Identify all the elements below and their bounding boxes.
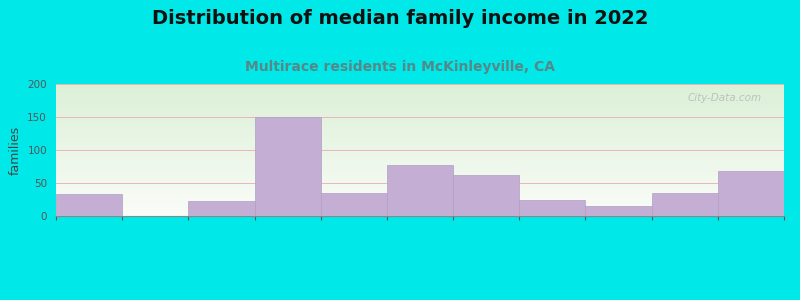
Text: Multirace residents in McKinleyville, CA: Multirace residents in McKinleyville, CA <box>245 60 555 74</box>
Bar <box>188 202 254 216</box>
Bar <box>321 193 387 216</box>
Bar <box>586 206 652 216</box>
Y-axis label: families: families <box>9 125 22 175</box>
Bar <box>519 200 586 216</box>
Bar <box>387 164 453 216</box>
Bar <box>254 117 321 216</box>
Bar <box>718 171 784 216</box>
Text: Distribution of median family income in 2022: Distribution of median family income in … <box>152 9 648 28</box>
Bar <box>56 194 122 216</box>
Bar <box>652 193 718 216</box>
Bar <box>453 175 519 216</box>
Text: City-Data.com: City-Data.com <box>688 93 762 103</box>
